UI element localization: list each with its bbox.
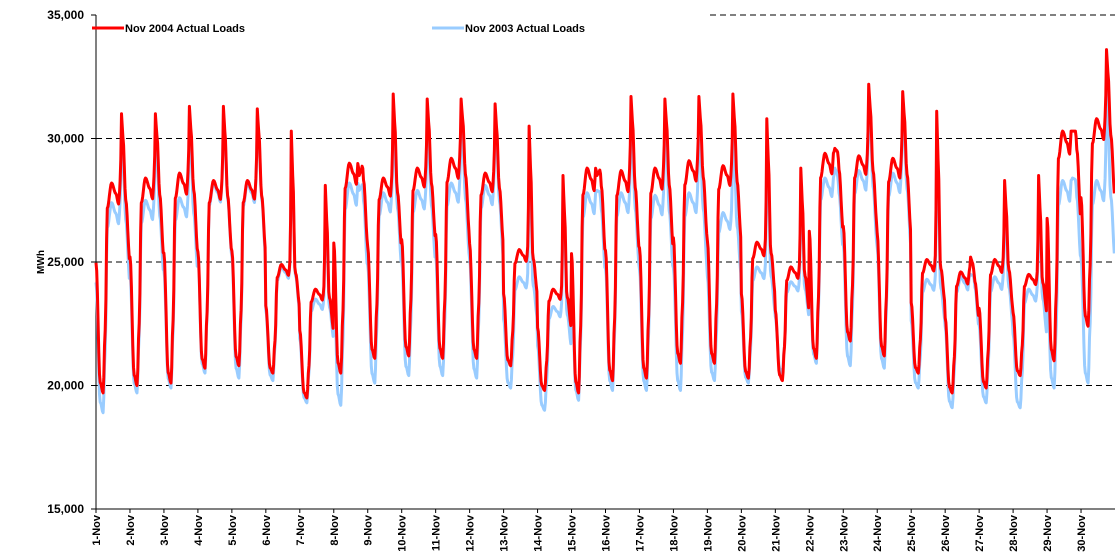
x-tick-label: 20-Nov	[736, 514, 748, 552]
y-tick-label: 30,000	[47, 132, 84, 146]
legend-label-nov-2003: Nov 2003 Actual Loads	[465, 23, 585, 35]
legend-label-nov-2004: Nov 2004 Actual Loads	[125, 23, 245, 35]
x-tick-label: 13-Nov	[499, 514, 511, 552]
x-tick-label: 1-Nov	[91, 514, 103, 545]
y-axis-label: MWh	[36, 250, 47, 274]
y-tick-label: 15,000	[47, 502, 84, 516]
x-tick-label: 29-Nov	[1042, 514, 1054, 552]
x-tick-label: 18-Nov	[668, 514, 680, 552]
x-tick-label: 23-Nov	[838, 514, 850, 552]
x-tick-label: 2-Nov	[125, 514, 137, 545]
x-tick-label: 10-Nov	[397, 514, 409, 552]
x-tick-label: 6-Nov	[261, 514, 273, 545]
x-tick-label: 16-Nov	[601, 514, 613, 552]
x-tick-label: 25-Nov	[906, 514, 918, 552]
x-tick-label: 28-Nov	[1008, 514, 1020, 552]
x-tick-label: 24-Nov	[872, 514, 884, 552]
y-tick-label: 25,000	[47, 255, 84, 269]
y-tick-label: 35,000	[47, 8, 84, 22]
y-tick-labels: 15,000 20,000 25,000 30,000 35,000	[47, 8, 84, 516]
x-tick-label: 30-Nov	[1076, 514, 1088, 552]
x-tick-label: 9-Nov	[363, 514, 375, 545]
x-tick-label: 15-Nov	[567, 514, 579, 552]
x-tick-label: 12-Nov	[465, 514, 477, 552]
x-tick-label: 11-Nov	[431, 514, 443, 551]
x-tick-label: 17-Nov	[634, 514, 646, 552]
legend: Nov 2004 Actual Loads Nov 2003 Actual Lo…	[92, 23, 585, 35]
x-tick-labels: 1-Nov 2-Nov 3-Nov 4-Nov 5-Nov 6-Nov 7-Nov 8-Nov…	[91, 509, 1088, 552]
x-tick-label: 5-Nov	[227, 514, 239, 545]
y-tick-label: 20,000	[47, 379, 84, 393]
x-tick-label: 22-Nov	[804, 514, 816, 552]
x-tick-label: 4-Nov	[193, 514, 205, 545]
series-line-nov-2004-actual-loads	[94, 48, 1115, 400]
x-tick-label: 7-Nov	[295, 514, 307, 545]
gridlines	[91, 14, 1115, 510]
x-tick-label: 14-Nov	[533, 514, 545, 552]
x-tick-label: 27-Nov	[974, 514, 986, 552]
x-tick-label: 21-Nov	[770, 514, 782, 552]
x-tick-label: 19-Nov	[702, 514, 714, 552]
x-tick-label: 3-Nov	[159, 514, 171, 545]
x-tick-label: 26-Nov	[940, 514, 952, 552]
x-tick-label: 8-Nov	[329, 514, 341, 545]
series-lines	[94, 48, 1115, 415]
